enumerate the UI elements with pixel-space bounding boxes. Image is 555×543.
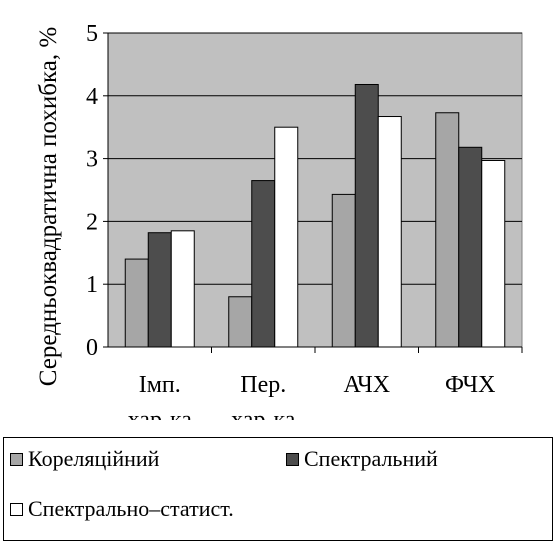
x-tick-label: Пер. xyxy=(240,372,286,398)
y-tick-label: 1 xyxy=(86,272,98,298)
bar-series-3-cat-4 xyxy=(481,159,506,348)
bar-series-1-cat-4 xyxy=(435,112,460,348)
y-tick-label: 4 xyxy=(86,84,98,110)
y-axis-label: Середньоквадратична похибка, % xyxy=(35,27,62,386)
legend-swatch-series-3 xyxy=(10,502,23,516)
legend-item-series-1: Кореляційний xyxy=(10,446,159,472)
y-tick-label: 3 xyxy=(86,147,98,173)
x-tick-label: ФЧХ xyxy=(445,372,495,398)
y-tick-label: 5 xyxy=(86,21,98,47)
legend-item-series-3: Спектрально–статист. xyxy=(10,496,234,522)
x-tick-label: хар-ка xyxy=(231,407,296,420)
bar-series-2-cat-1 xyxy=(147,232,172,348)
legend-label-series-2: Спектральний xyxy=(304,446,438,471)
bar-series-3-cat-3 xyxy=(377,116,402,348)
bar-series-2-cat-2 xyxy=(251,180,276,348)
bar-series-2-cat-4 xyxy=(458,146,483,348)
bar-chart: 0 1 2 3 4 5 Імп. хар-ка Пер. хар-ка АЧХ ФЧХ Середньо… xyxy=(35,21,523,420)
legend-swatch-series-1 xyxy=(10,452,23,466)
x-tick-label: Імп. xyxy=(139,372,181,398)
x-tick-label: АЧХ xyxy=(343,372,390,398)
bar-series-1-cat-2 xyxy=(228,296,253,348)
bar-series-1-cat-3 xyxy=(331,193,356,348)
bar-series-3-cat-1 xyxy=(170,230,195,348)
bar-series-1-cat-1 xyxy=(124,258,149,348)
bar-series-3-cat-2 xyxy=(274,126,299,348)
y-tick-label: 2 xyxy=(86,209,98,235)
legend-label-series-3: Спектрально–статист. xyxy=(28,496,234,521)
legend-label-series-1: Кореляційний xyxy=(28,446,160,471)
chart-legend: Кореляційний Спектральний Спектрально–ст… xyxy=(3,437,553,541)
legend-item-series-2: Спектральний xyxy=(286,446,438,472)
y-tick-label: 0 xyxy=(86,335,98,361)
x-tick-label: хар-ка xyxy=(128,407,193,420)
bar-series-2-cat-3 xyxy=(354,83,379,348)
legend-swatch-series-2 xyxy=(286,452,299,466)
